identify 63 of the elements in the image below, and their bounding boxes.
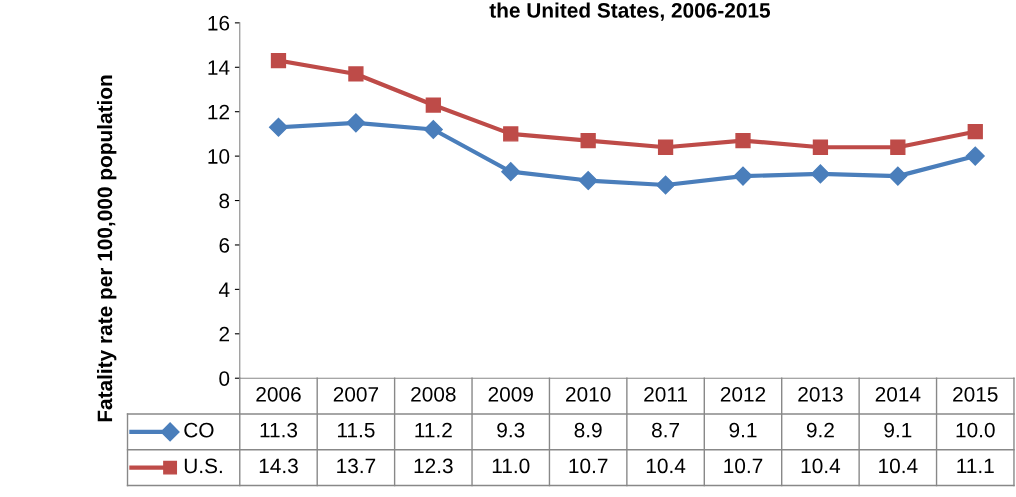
point — [656, 175, 676, 195]
y-tick-label: 10 — [208, 149, 230, 164]
point — [580, 132, 596, 149]
point — [346, 113, 366, 133]
y-tick-label: 14 — [208, 60, 230, 75]
y-tick-label: 16 — [208, 15, 230, 31]
y-tick-label: 6 — [219, 237, 230, 253]
data-label: 11.5 — [337, 422, 375, 438]
point — [268, 117, 289, 137]
data-label: 9.1 — [884, 422, 912, 438]
point — [890, 139, 906, 155]
point — [423, 119, 443, 140]
point — [348, 66, 364, 82]
data-label: 11.2 — [415, 422, 452, 438]
data-label: 11.3 — [260, 422, 298, 438]
data-label: 10.4 — [879, 458, 918, 474]
point — [270, 52, 287, 69]
point — [578, 171, 598, 191]
chart-title: the United States, 2006-2015 — [489, 2, 771, 21]
point — [735, 132, 751, 149]
data-label: 8.9 — [574, 422, 602, 438]
x-tick-label: 2011 — [644, 386, 687, 402]
data-label: 11.1 — [957, 458, 994, 474]
legend-label: U.S. — [184, 458, 222, 474]
data-label: 11.0 — [492, 458, 530, 474]
data-label: 9.3 — [497, 422, 525, 438]
data-label: 14.3 — [259, 458, 298, 474]
point — [503, 126, 519, 142]
x-tick-label: 2007 — [333, 386, 379, 402]
y-tick-label: 12 — [208, 104, 230, 120]
point — [812, 139, 829, 155]
x-tick-label: 2010 — [566, 386, 611, 402]
point — [888, 166, 908, 186]
data-label: 10.4 — [646, 458, 686, 474]
data-label: 8.7 — [652, 422, 680, 438]
data-label: 10.7 — [724, 458, 763, 474]
data-label: 12.3 — [414, 458, 453, 474]
y-tick-label: 8 — [219, 193, 230, 209]
x-tick-label: 2008 — [411, 386, 456, 402]
point — [733, 166, 753, 186]
y-tick-label: 2 — [219, 326, 230, 342]
point — [810, 164, 830, 184]
data-label: 10.7 — [569, 458, 608, 474]
data-label: 9.1 — [729, 422, 757, 438]
x-tick-label: 2009 — [488, 386, 533, 402]
x-tick-label: 2012 — [720, 386, 766, 402]
data-label: 10.0 — [956, 422, 995, 438]
x-tick-label: 2015 — [953, 386, 998, 402]
x-tick-label: 2014 — [875, 386, 921, 402]
point — [965, 146, 985, 166]
point — [425, 97, 441, 113]
y-tick-label: 4 — [218, 282, 230, 297]
point — [657, 139, 674, 155]
y-axis-title: Fatality rate per 100,000 population — [96, 75, 117, 422]
legend-label: CO — [184, 422, 214, 438]
data-label: 9.2 — [806, 422, 834, 438]
x-tick-label: 2006 — [256, 386, 301, 402]
x-tick-label: 2013 — [798, 386, 843, 402]
data-label: 10.4 — [801, 458, 841, 474]
point — [967, 124, 983, 140]
y-tick-label: 0 — [219, 371, 230, 386]
data-label: 13.7 — [337, 458, 376, 474]
point — [501, 162, 521, 182]
